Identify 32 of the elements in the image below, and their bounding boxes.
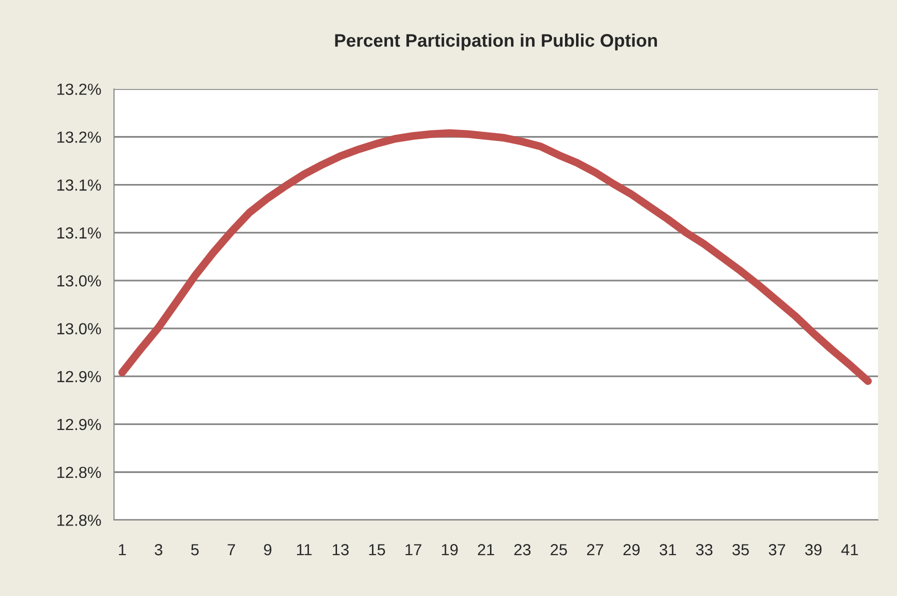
x-tick-label: 5: [191, 544, 199, 556]
y-tick-label: 13.2%: [57, 84, 101, 95]
x-tick-label: 17: [406, 544, 422, 556]
x-tick-label: 35: [732, 544, 749, 556]
y-tick-label: 13.2%: [57, 132, 101, 143]
x-tick-label: 31: [660, 544, 676, 556]
x-tick-label: 23: [514, 544, 531, 556]
x-tick-label: 41: [841, 544, 858, 556]
x-tick-label: 33: [696, 544, 712, 556]
y-tick-label: 12.9%: [57, 418, 101, 430]
x-tick-label: 1: [118, 544, 126, 556]
x-tick-label: 15: [369, 544, 386, 556]
chart-title: Percent Participation in Public Option: [335, 34, 657, 50]
y-tick-label: 12.8%: [57, 514, 101, 526]
y-tick-label: 12.9%: [57, 370, 101, 382]
x-tick-label: 9: [264, 544, 272, 556]
x-tick-label: 7: [228, 544, 235, 556]
y-tick-label: 13.1%: [57, 179, 101, 191]
x-tick-label: 27: [587, 544, 604, 556]
x-tick-label: 29: [623, 544, 640, 556]
y-tick-label: 13.0%: [57, 275, 101, 286]
x-tick-label: 21: [478, 544, 494, 556]
x-tick-label: 3: [154, 544, 162, 556]
y-tick-label: 13.1%: [57, 227, 101, 239]
x-tick-label: 13: [332, 544, 349, 556]
y-tick-label: 13.0%: [57, 323, 101, 334]
x-tick-label: 11: [297, 544, 312, 556]
y-tick-label: 12.8%: [57, 466, 101, 478]
x-tick-label: 19: [442, 544, 458, 556]
x-tick-label: 39: [805, 544, 822, 556]
x-tick-label: 37: [768, 544, 786, 556]
x-tick-label: 25: [550, 544, 567, 556]
